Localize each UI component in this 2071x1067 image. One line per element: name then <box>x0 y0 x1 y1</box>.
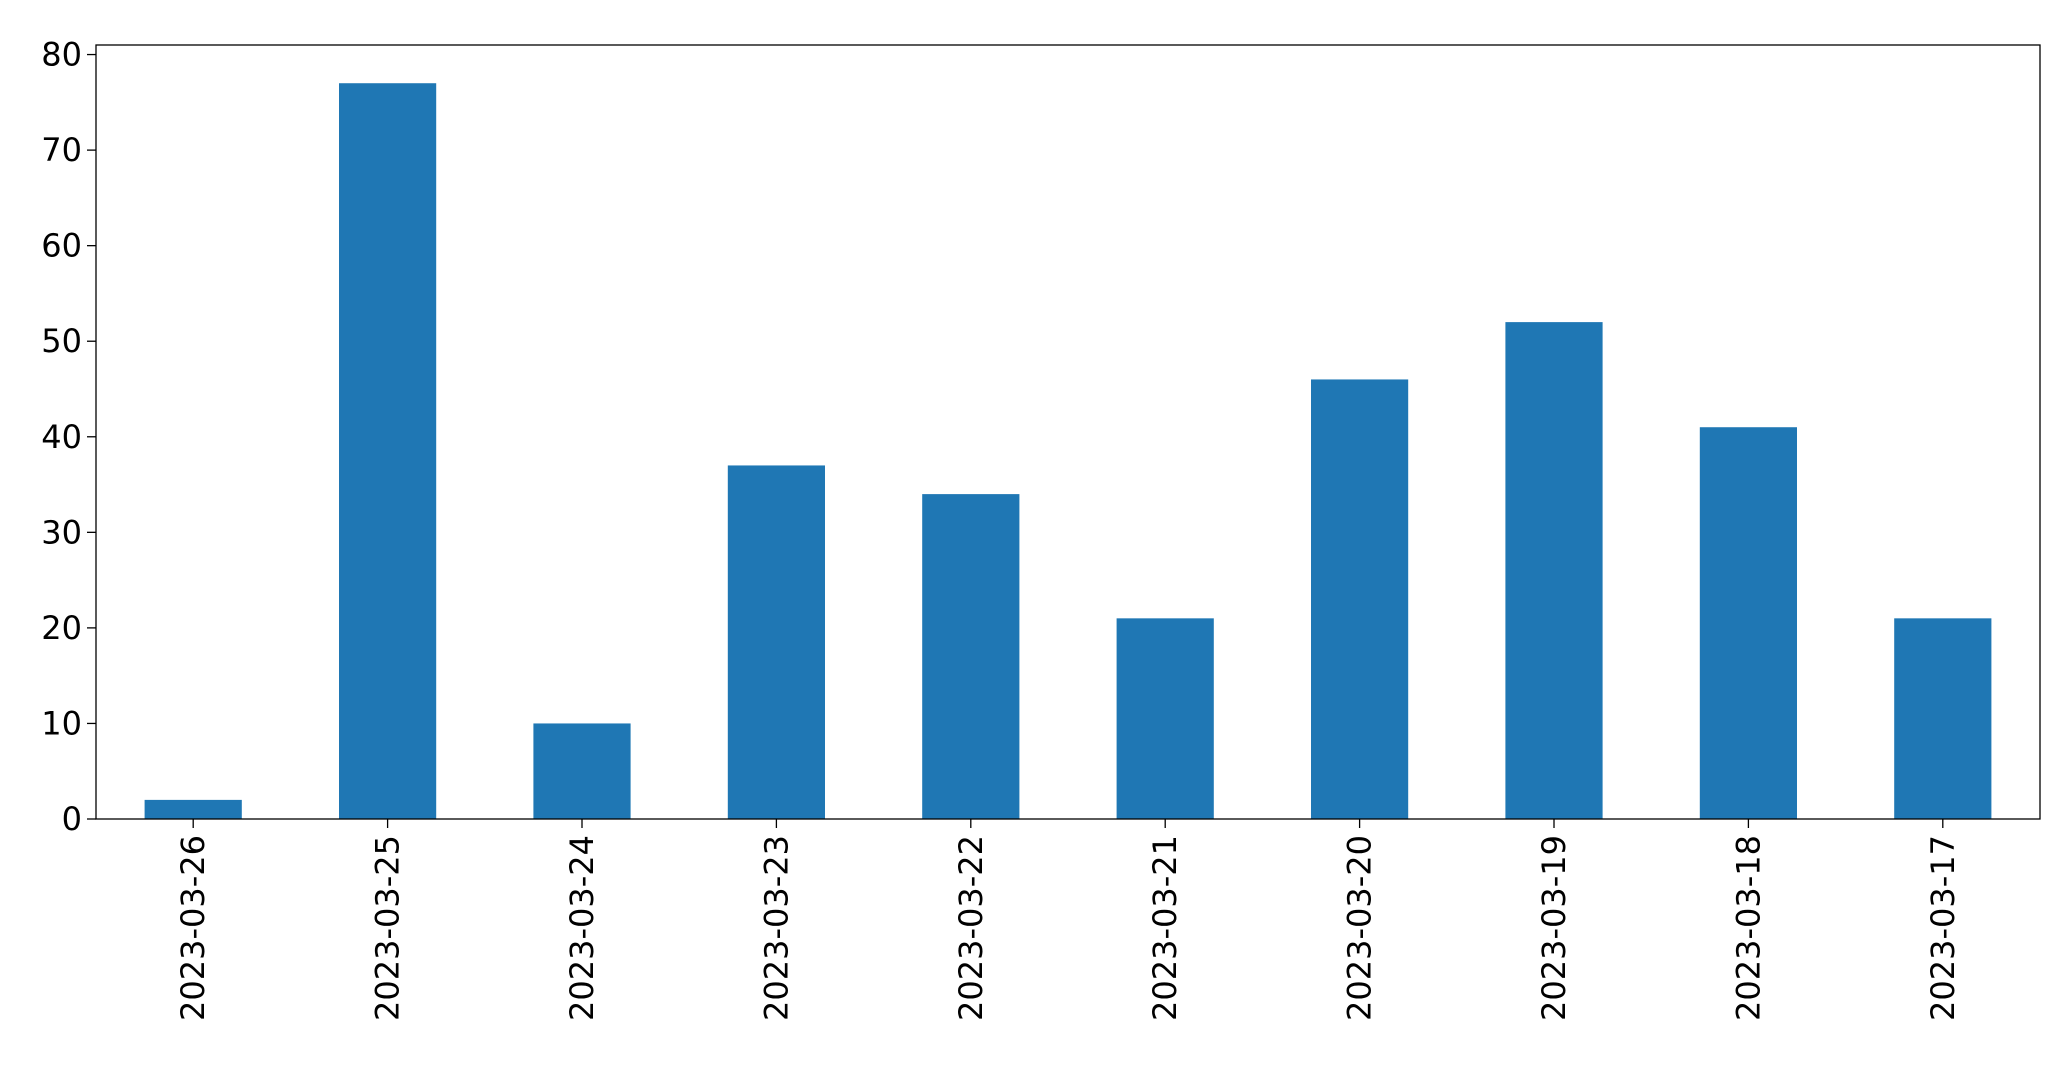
bar <box>1894 618 1992 819</box>
bar <box>339 83 437 819</box>
x-tick-label: 2023-03-19 <box>1535 835 1573 1021</box>
x-tick-label: 2023-03-21 <box>1146 835 1184 1021</box>
bar <box>144 799 242 819</box>
x-tick-label: 2023-03-20 <box>1341 835 1379 1021</box>
x-tick-label: 2023-03-17 <box>1924 835 1962 1021</box>
bar <box>1311 379 1409 819</box>
bar <box>1505 322 1603 819</box>
y-tick-label: 70 <box>41 131 82 169</box>
x-tick-label: 2023-03-25 <box>369 835 407 1021</box>
y-tick-label: 20 <box>41 609 82 647</box>
bar <box>727 465 825 819</box>
y-tick-label: 60 <box>41 227 82 265</box>
y-tick-label: 0 <box>62 800 82 838</box>
y-tick-label: 80 <box>41 36 82 74</box>
plot-frame <box>95 44 2041 820</box>
x-tick-label: 2023-03-24 <box>563 835 601 1021</box>
y-tick-label: 40 <box>41 418 82 456</box>
bar <box>1116 618 1214 819</box>
y-tick-label: 30 <box>41 513 82 551</box>
x-tick-label: 2023-03-18 <box>1729 835 1767 1021</box>
bar <box>922 494 1020 819</box>
x-tick-label: 2023-03-23 <box>757 835 795 1021</box>
y-tick-label: 10 <box>41 704 82 742</box>
y-tick-label: 50 <box>41 322 82 360</box>
x-tick-label: 2023-03-22 <box>952 835 990 1021</box>
x-tick-label: 2023-03-26 <box>174 835 212 1021</box>
bar <box>1699 427 1797 819</box>
bar <box>533 723 631 819</box>
